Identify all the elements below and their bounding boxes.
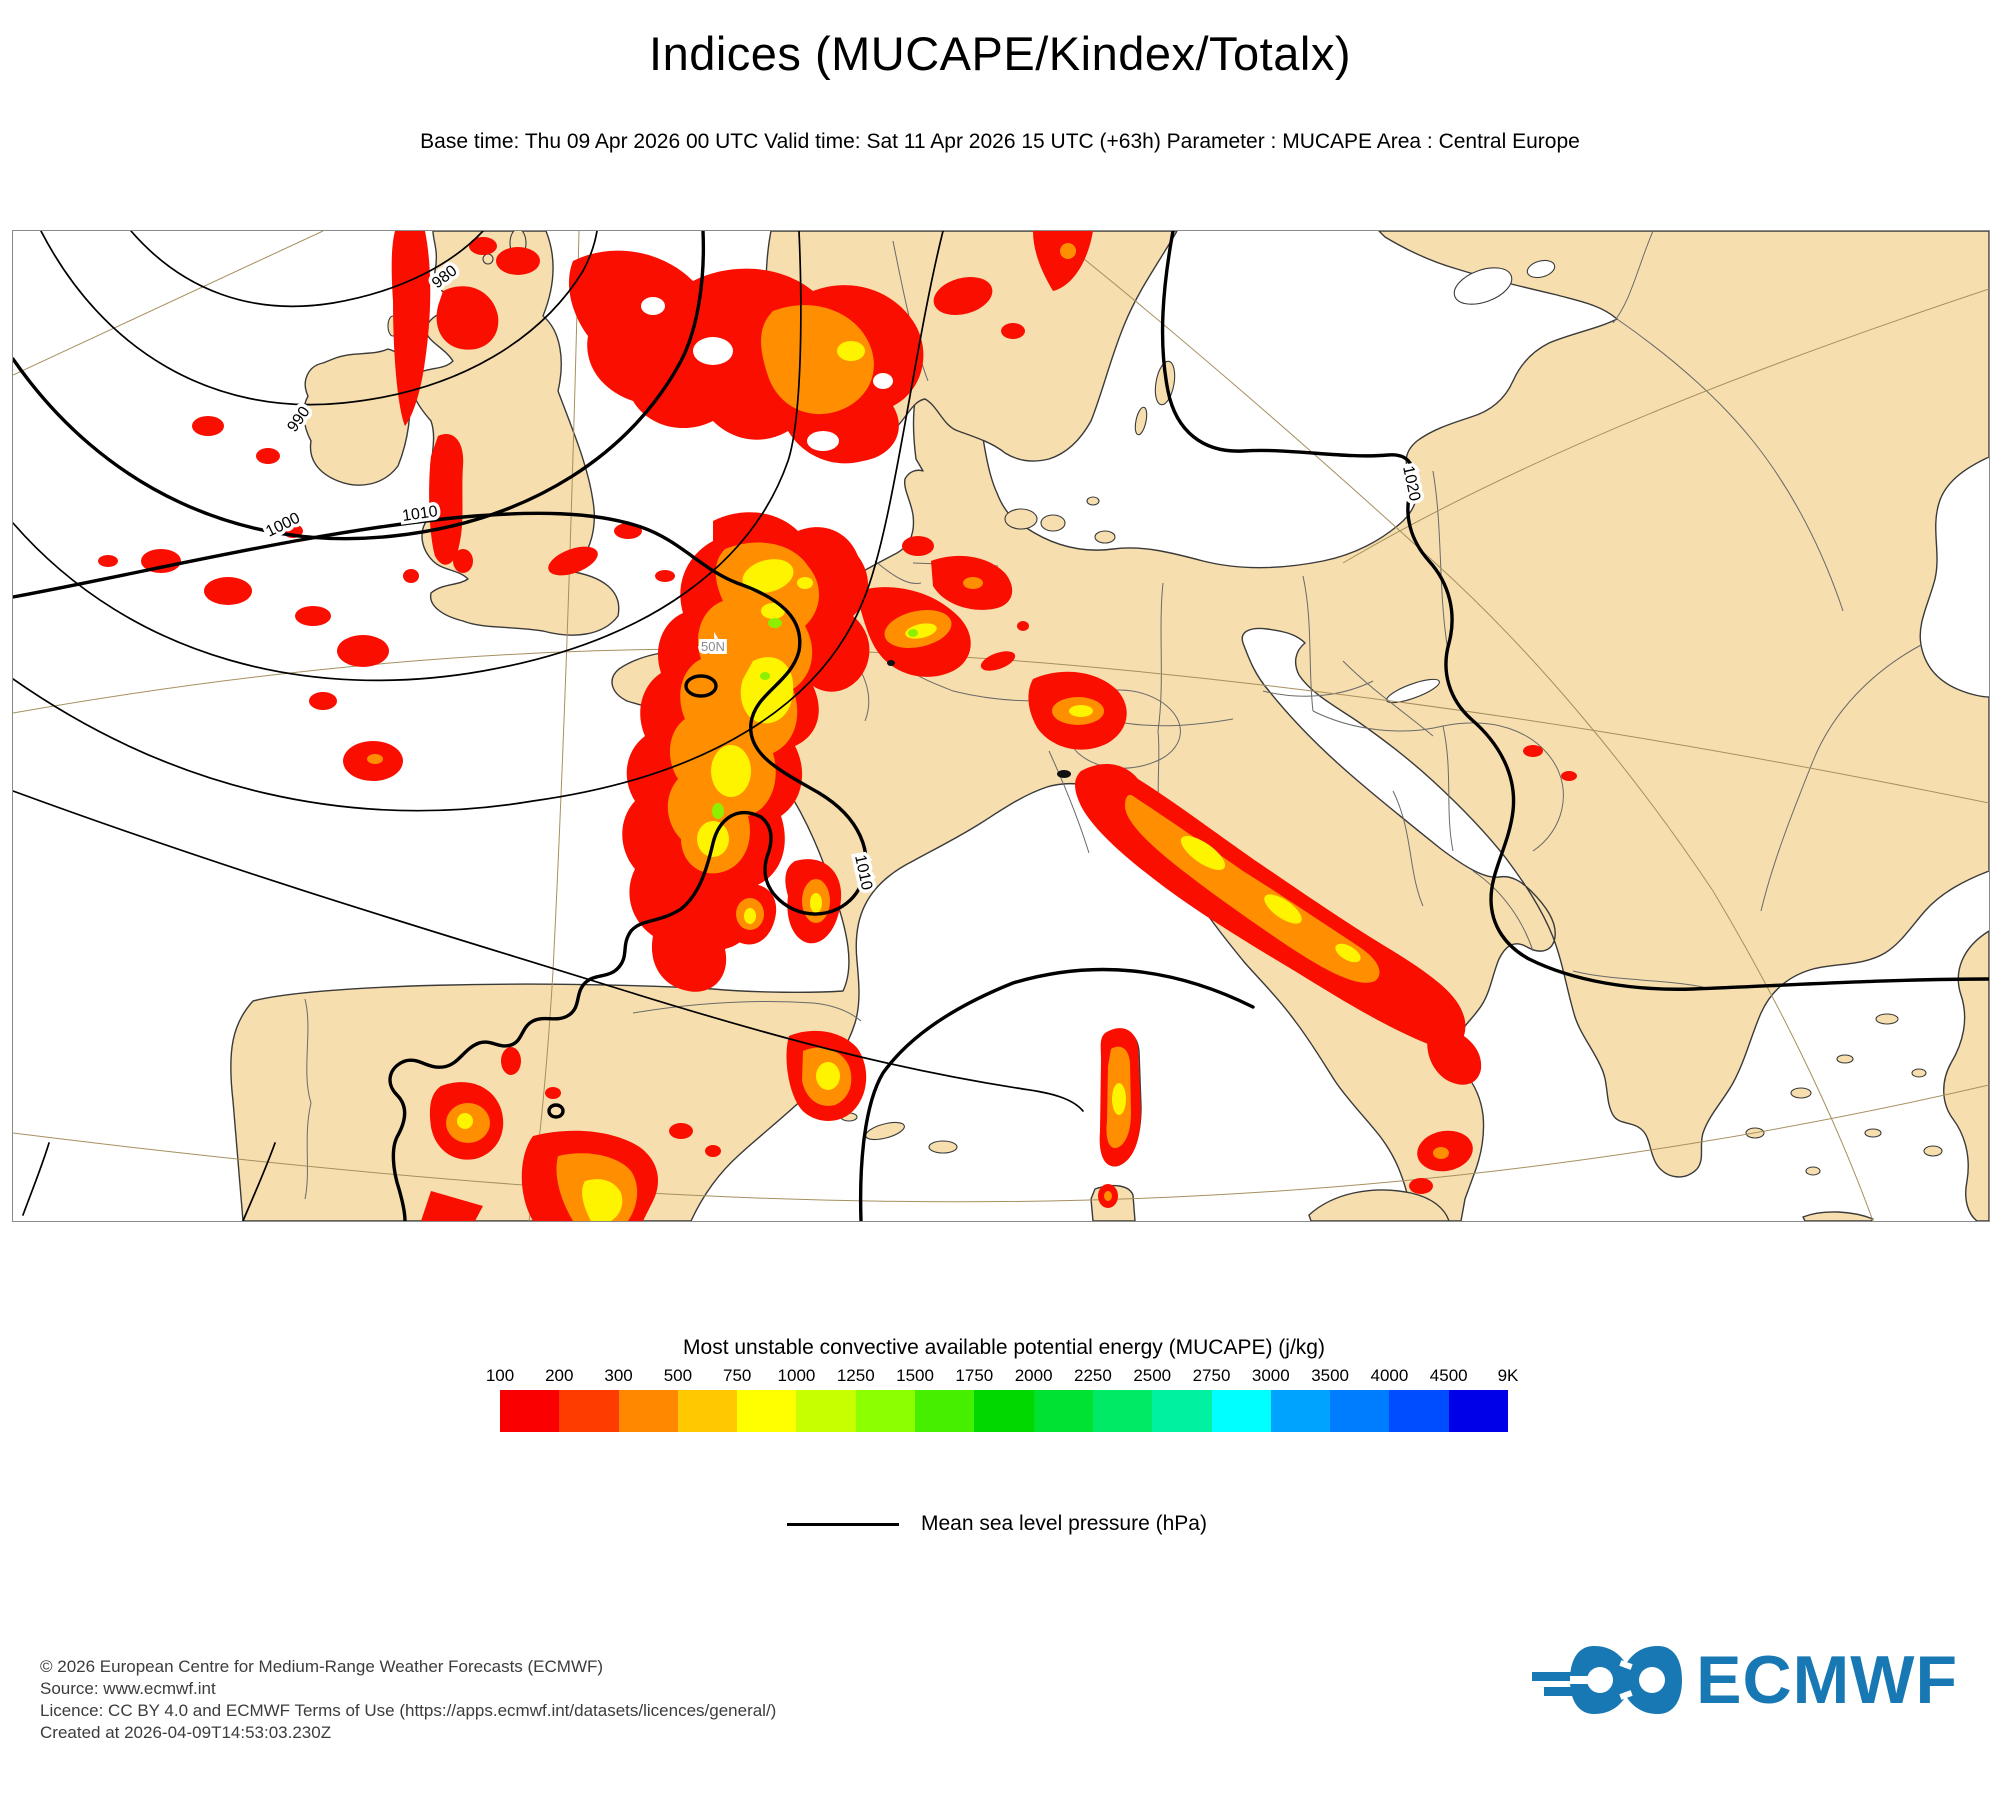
legend-tick-4500: 4500 — [1429, 1366, 1468, 1385]
legend-tick-100: 100 — [485, 1366, 515, 1385]
legend-tick-2250: 2250 — [1074, 1366, 1112, 1385]
legend-tick-9K: 9K — [1497, 1366, 1519, 1385]
colorbar-segment-5 — [796, 1390, 856, 1432]
mslp-line-sample — [787, 1522, 899, 1526]
mucape-yellow-areas — [457, 341, 1361, 1221]
legend-tick-2500: 2500 — [1133, 1366, 1172, 1385]
legend-tick-3000: 3000 — [1251, 1366, 1290, 1385]
legend-tick-4000: 4000 — [1370, 1366, 1409, 1385]
mucape-shading — [98, 231, 1577, 1221]
legend-tick-3500: 3500 — [1311, 1366, 1350, 1385]
colorbar-segment-16 — [1448, 1390, 1509, 1432]
legend-tick-500: 500 — [663, 1366, 693, 1385]
colorbar-segment-4 — [737, 1390, 797, 1432]
lake-dots — [887, 660, 1071, 778]
legend-tick-1000: 1000 — [777, 1366, 816, 1385]
isobar-lines — [13, 231, 1989, 1221]
ecmwf-logo-text: ECMWF — [1696, 1642, 1958, 1718]
ecmwf-logo: ECMWF — [1532, 1638, 1958, 1722]
colorbar-segment-13 — [1270, 1390, 1331, 1432]
colorbar-segment-15 — [1389, 1390, 1449, 1432]
land-ireland — [303, 348, 411, 486]
legend-title: Most unstable convective available poten… — [683, 1336, 1325, 1359]
colorbar-segment-7 — [915, 1390, 975, 1432]
ecmwf-logo-mark — [1532, 1646, 1683, 1714]
legend-tick-2750: 2750 — [1192, 1366, 1231, 1385]
footer-line-4: Created at 2026-04-09T14:53:03.230Z — [40, 1723, 332, 1742]
colorbar-segment-14 — [1330, 1390, 1390, 1432]
land-small-islands — [387, 231, 1943, 1176]
mslp-legend: Mean sea level pressure (hPa) — [787, 1512, 1207, 1536]
colorbar-segment-3 — [677, 1390, 738, 1432]
footer-line-1: © 2026 European Centre for Medium-Range … — [40, 1657, 604, 1676]
colorbar-segment-11 — [1152, 1390, 1212, 1432]
graticule-label-50n: 50N — [701, 639, 725, 654]
legend-tick-1750: 1750 — [955, 1366, 994, 1385]
colorbar-segment-2 — [618, 1390, 678, 1432]
lakes — [1386, 259, 1556, 704]
graticule-lines — [13, 231, 1989, 1221]
legend-tick-2000: 2000 — [1014, 1366, 1053, 1385]
legend-tick-1250: 1250 — [836, 1366, 875, 1385]
colorbar-segment-8 — [974, 1390, 1034, 1432]
isobars-thick — [13, 231, 1989, 1221]
mucape-white-gaps — [641, 297, 893, 451]
mucape-green-specks — [712, 618, 918, 819]
colorbar-segment-9 — [1033, 1390, 1093, 1432]
map-canvas: 980 990 1000 1010 1010 1020 50N — [13, 231, 1989, 1221]
legend-colorbar — [500, 1390, 1509, 1432]
land-sicily — [1308, 1189, 1450, 1221]
colorbar-segment-6 — [855, 1390, 916, 1432]
forecast-meta-subtitle: Base time: Thu 09 Apr 2026 00 UTC Valid … — [420, 130, 1580, 153]
land-turkey — [1943, 930, 1989, 1221]
footer-line-2: Source: www.ecmwf.int — [40, 1679, 216, 1698]
legend-tick-200: 200 — [545, 1366, 574, 1385]
colorbar-segment-10 — [1092, 1390, 1153, 1432]
colorbar-segment-1 — [559, 1390, 619, 1432]
legend-tick-750: 750 — [722, 1366, 752, 1385]
legend-tick-row: 100 200 300 500 750 1000 1250 1500 1750 2000 2250 2… — [486, 1366, 1519, 1386]
mslp-label: Mean sea level pressure (hPa) — [921, 1512, 1207, 1535]
footer-attribution: © 2026 European Centre for Medium-Range … — [40, 1656, 776, 1744]
legend-tick-300: 300 — [604, 1366, 633, 1385]
legend-tick-1500: 1500 — [896, 1366, 934, 1385]
weather-map: 980 990 1000 1010 1010 1020 50N — [12, 230, 1990, 1222]
footer-line-3: Licence: CC BY 4.0 and ECMWF Terms of Us… — [40, 1701, 777, 1720]
land-crete — [1802, 1211, 1874, 1221]
isobars-thin — [13, 231, 1084, 1221]
colorbar-segment-0 — [500, 1390, 560, 1432]
page-title: Indices (MUCAPE/Kindex/Totalx) — [649, 27, 1351, 80]
colorbar-segment-12 — [1211, 1390, 1271, 1432]
